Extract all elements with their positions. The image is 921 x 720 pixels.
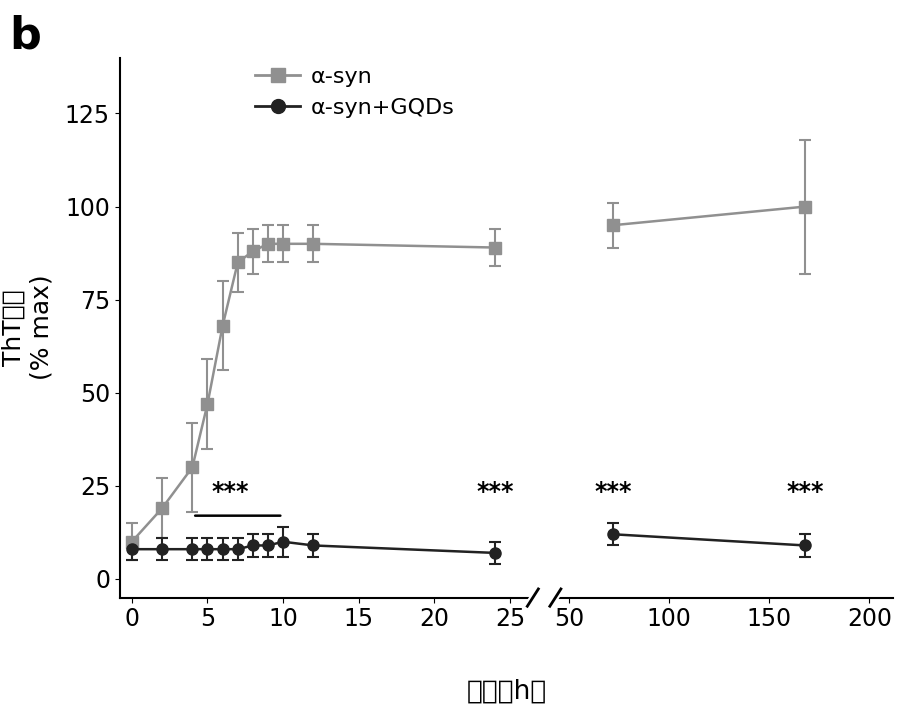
Text: ***: *** (476, 480, 514, 505)
Text: ***: *** (212, 480, 249, 505)
Legend: α-syn, α-syn+GQDs: α-syn, α-syn+GQDs (247, 58, 463, 127)
Y-axis label: ThT荧光
(% max): ThT荧光 (% max) (2, 275, 53, 380)
Text: b: b (9, 14, 41, 58)
Text: 时间（h）: 时间（h） (466, 678, 547, 704)
Text: ***: *** (595, 480, 632, 505)
Text: ***: *** (787, 480, 824, 505)
